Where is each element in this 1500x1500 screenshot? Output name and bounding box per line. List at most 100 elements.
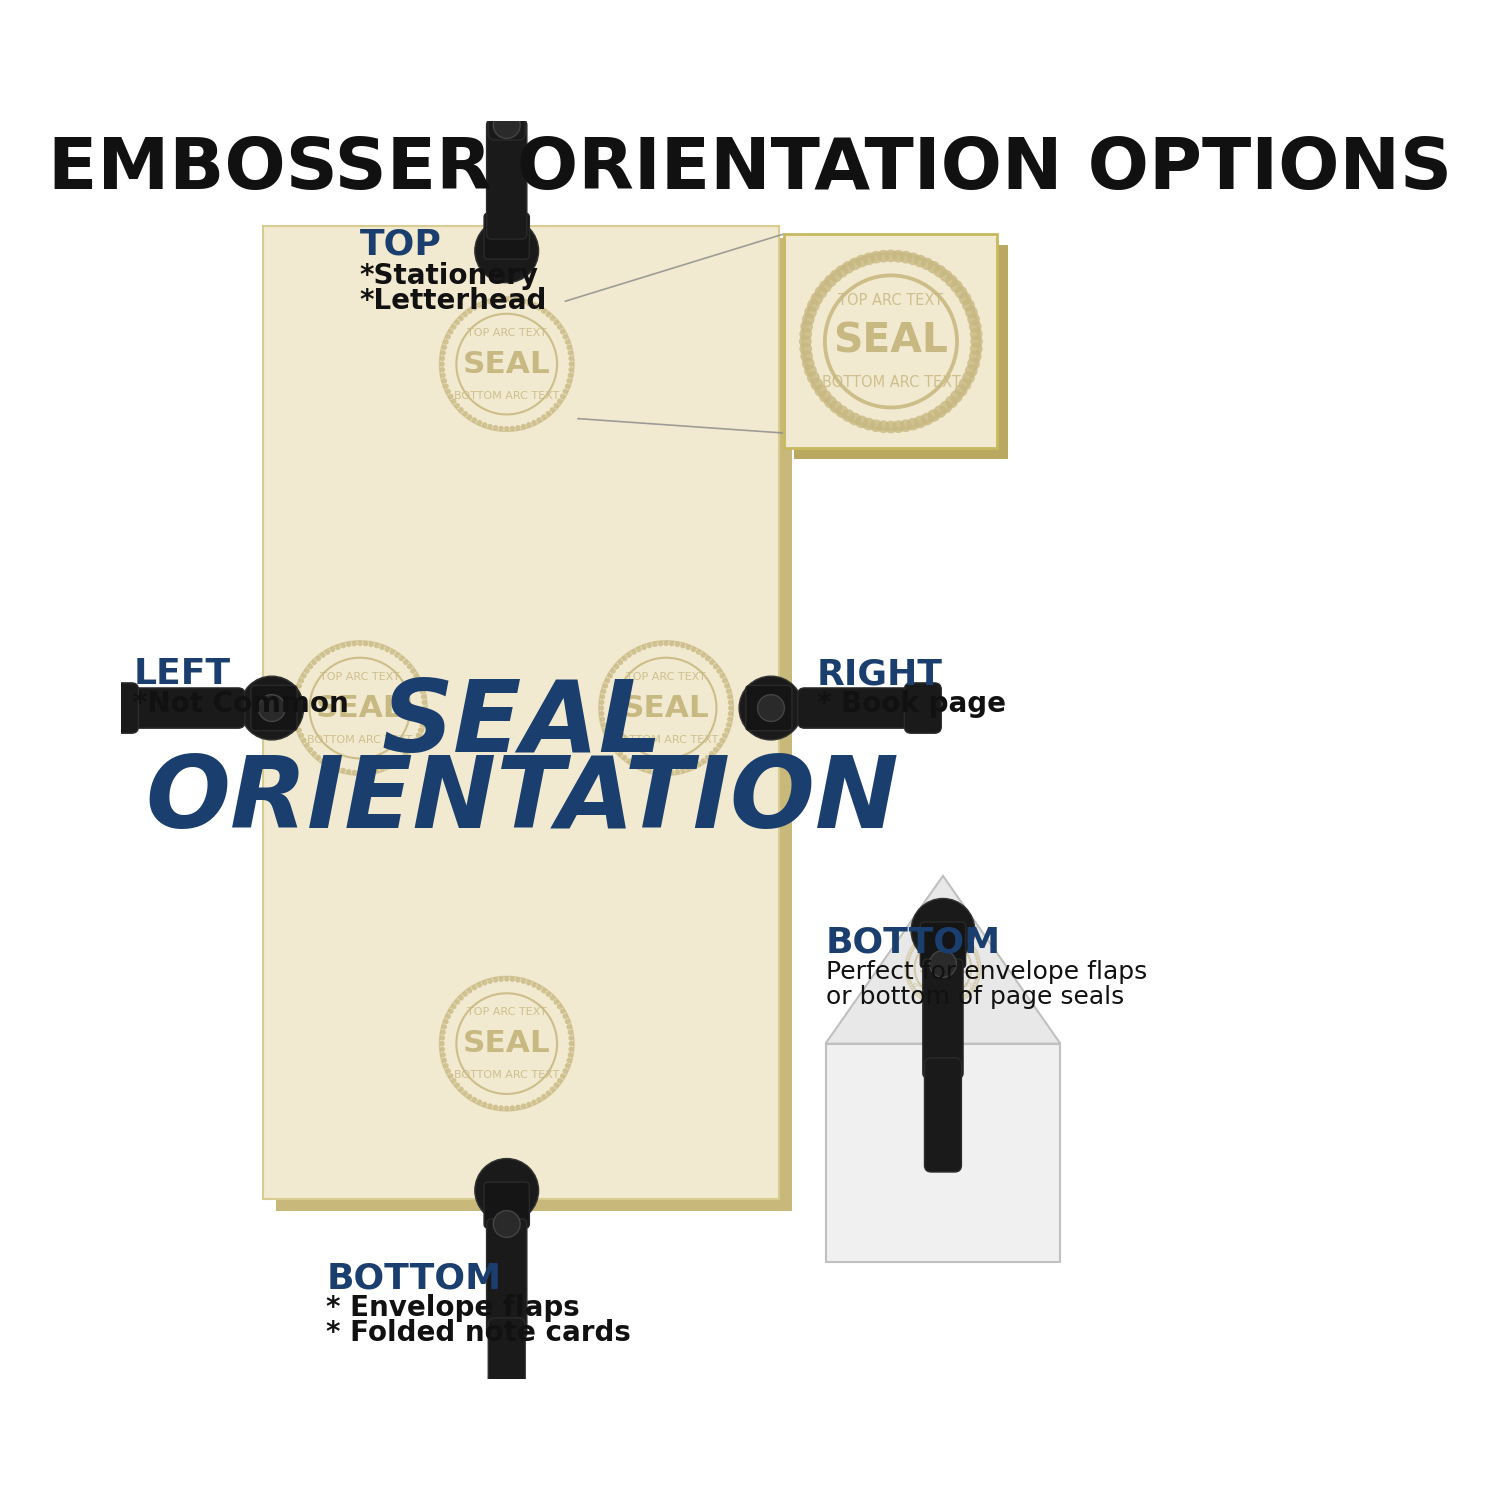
Circle shape: [927, 261, 940, 273]
Circle shape: [546, 992, 550, 998]
FancyBboxPatch shape: [484, 213, 530, 260]
Circle shape: [957, 999, 960, 1002]
Text: BOTTOM ARC TEXT: BOTTOM ARC TEXT: [454, 1070, 560, 1080]
Text: BOTTOM: BOTTOM: [825, 926, 1001, 960]
Circle shape: [969, 350, 981, 363]
Circle shape: [416, 678, 422, 684]
Circle shape: [510, 1106, 515, 1110]
Circle shape: [454, 999, 460, 1005]
Circle shape: [446, 388, 452, 394]
Text: Perfect for envelope flaps: Perfect for envelope flaps: [825, 960, 1148, 984]
Circle shape: [909, 981, 912, 984]
Circle shape: [804, 306, 818, 318]
Circle shape: [712, 664, 718, 669]
Circle shape: [410, 742, 416, 748]
Circle shape: [564, 1019, 570, 1025]
Circle shape: [717, 742, 722, 748]
Circle shape: [900, 251, 912, 264]
Circle shape: [680, 768, 686, 772]
Circle shape: [642, 645, 646, 650]
Circle shape: [554, 999, 560, 1005]
Circle shape: [602, 722, 606, 728]
Text: *Not Common: *Not Common: [134, 690, 350, 718]
Circle shape: [976, 972, 980, 975]
Circle shape: [334, 645, 340, 650]
Circle shape: [878, 251, 890, 262]
Circle shape: [340, 644, 346, 648]
Circle shape: [915, 944, 918, 946]
Circle shape: [950, 280, 963, 292]
Circle shape: [441, 1058, 447, 1064]
Circle shape: [610, 742, 616, 748]
Circle shape: [330, 646, 336, 652]
Circle shape: [568, 356, 573, 362]
Text: TOP ARC TEXT: TOP ARC TEXT: [466, 327, 546, 338]
Circle shape: [849, 413, 861, 426]
Circle shape: [945, 1002, 948, 1005]
Circle shape: [632, 762, 636, 766]
Circle shape: [416, 732, 422, 738]
Circle shape: [800, 327, 812, 340]
Circle shape: [441, 1029, 446, 1035]
Circle shape: [526, 300, 531, 306]
Circle shape: [520, 978, 526, 984]
Circle shape: [976, 963, 980, 966]
Circle shape: [945, 274, 958, 288]
Circle shape: [970, 327, 982, 340]
Circle shape: [440, 362, 446, 368]
Circle shape: [924, 936, 927, 939]
Circle shape: [939, 400, 952, 414]
Circle shape: [564, 339, 570, 345]
Circle shape: [958, 998, 962, 1000]
Circle shape: [972, 950, 975, 952]
Circle shape: [504, 297, 510, 302]
Circle shape: [975, 954, 978, 957]
Circle shape: [824, 274, 837, 288]
Circle shape: [471, 417, 477, 423]
Text: EMBOSSER ORIENTATION OPTIONS: EMBOSSER ORIENTATION OPTIONS: [48, 135, 1452, 204]
Text: *Stationery: *Stationery: [360, 262, 538, 290]
Circle shape: [488, 1104, 492, 1108]
Circle shape: [690, 764, 696, 770]
Circle shape: [504, 426, 510, 432]
Circle shape: [948, 1002, 951, 1005]
Circle shape: [477, 420, 482, 426]
Circle shape: [909, 951, 912, 954]
Circle shape: [700, 759, 706, 764]
Circle shape: [870, 420, 882, 432]
Circle shape: [514, 1104, 520, 1110]
Circle shape: [958, 292, 972, 304]
Circle shape: [614, 664, 620, 669]
Circle shape: [610, 669, 616, 674]
Circle shape: [302, 738, 306, 742]
Circle shape: [927, 934, 930, 938]
Circle shape: [815, 286, 827, 298]
Circle shape: [384, 646, 390, 652]
Bar: [276, 238, 792, 1212]
Circle shape: [294, 694, 298, 699]
Circle shape: [330, 764, 336, 770]
Circle shape: [390, 650, 394, 656]
Circle shape: [384, 764, 390, 770]
Circle shape: [459, 315, 464, 321]
Circle shape: [921, 996, 924, 999]
Circle shape: [520, 1104, 526, 1108]
Circle shape: [933, 933, 936, 936]
Circle shape: [855, 255, 868, 267]
Circle shape: [568, 362, 574, 368]
Circle shape: [452, 399, 456, 404]
Circle shape: [567, 372, 573, 378]
Circle shape: [819, 390, 831, 404]
Circle shape: [562, 388, 568, 394]
Circle shape: [292, 699, 298, 705]
Bar: [825, 1044, 1060, 1262]
Circle shape: [296, 688, 300, 694]
Text: RIGHT: RIGHT: [818, 657, 944, 692]
Circle shape: [717, 669, 722, 674]
Circle shape: [646, 768, 652, 772]
Circle shape: [542, 1094, 546, 1100]
Circle shape: [560, 393, 566, 399]
Circle shape: [603, 728, 608, 734]
Text: SEAL: SEAL: [316, 693, 404, 723]
Text: SEAL: SEAL: [622, 693, 710, 723]
